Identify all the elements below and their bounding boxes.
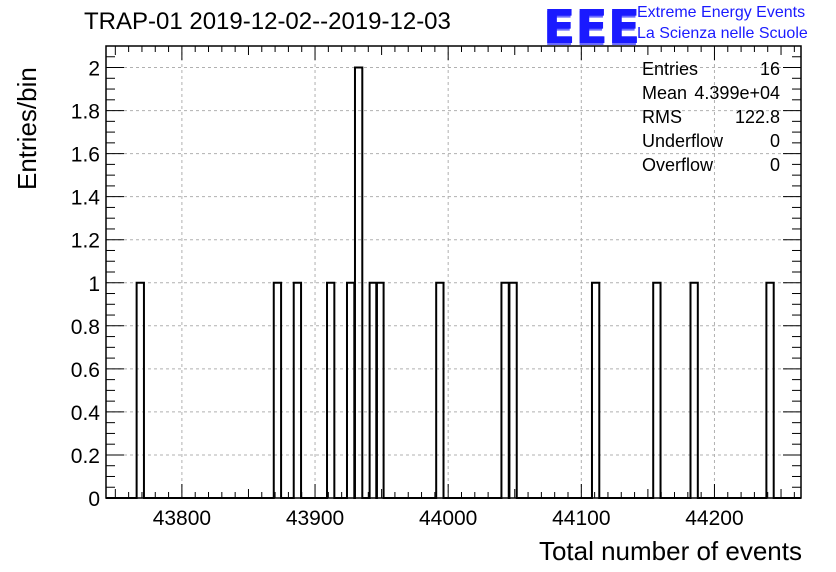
histogram-bin — [327, 283, 334, 498]
x-axis-label: Total number of events — [538, 536, 802, 566]
histogram-bin — [376, 283, 383, 498]
y-tick-label: 1.8 — [71, 101, 100, 124]
x-tick-label: 44200 — [685, 507, 743, 530]
y-tick-label: 0 — [88, 488, 100, 511]
y-axis-label: Entries/bin — [12, 67, 42, 190]
x-tick-label: 43900 — [286, 507, 344, 530]
histogram-bin — [690, 283, 697, 498]
histogram-bin — [501, 283, 508, 498]
stats-label: Underflow — [642, 131, 724, 151]
stats-row-underflow: Underflow 0 — [642, 131, 780, 155]
stats-value: 0 — [769, 155, 780, 175]
stats-label: Overflow — [642, 155, 714, 175]
stats-value: 0 — [769, 131, 780, 151]
logo-line-1: Extreme Energy Events — [637, 4, 806, 21]
stats-label: Entries — [642, 59, 699, 79]
histogram-bin — [137, 283, 144, 498]
y-tick-label: 1.4 — [71, 187, 101, 210]
stats-value: 16 — [759, 59, 780, 79]
y-tick-label: 1.6 — [71, 144, 100, 167]
stats-row-entries: Entries 16 — [642, 59, 780, 83]
y-tick-label: 0.6 — [71, 359, 100, 382]
histogram-bin — [509, 283, 516, 498]
stats-row-mean: Mean 4.399e+04 — [642, 83, 780, 107]
x-tick-label: 44000 — [419, 507, 477, 530]
histogram-bin — [347, 283, 354, 498]
y-tick-label: 1 — [88, 273, 100, 296]
histogram-bin — [766, 283, 773, 498]
stats-value: 4.399e+04 — [694, 83, 780, 103]
x-tick-label: 44100 — [552, 507, 610, 530]
x-tick-label: 43800 — [153, 507, 211, 530]
grid-lines — [106, 46, 801, 498]
stats-value: 122.8 — [734, 107, 780, 127]
histogram-bin — [274, 283, 281, 498]
y-tick-label: 0.2 — [71, 445, 100, 468]
chart-title: TRAP-01 2019-12-02--2019-12-03 — [84, 8, 451, 35]
stats-box: Entries 16 Mean 4.399e+04 RMS 122.8 Unde… — [642, 59, 780, 179]
stats-row-rms: RMS 122.8 — [642, 107, 780, 131]
y-tick-label: 0.8 — [71, 316, 100, 339]
y-tick-label: 1.2 — [71, 230, 100, 253]
stats-label: Mean — [642, 83, 688, 103]
histogram-bin — [370, 283, 377, 498]
stats-label: RMS — [642, 107, 682, 127]
axis-ticks: 43800 43900 44000 44100 44200 0 0.2 0.4 0.6 0.8 1 1… — [71, 45, 801, 530]
histogram-outline — [106, 66, 801, 499]
histogram-bin — [294, 283, 301, 498]
histogram-bin — [592, 283, 599, 498]
eee-logo-mark: EEE — [543, 0, 641, 54]
stats-row-overflow: Overflow 0 — [642, 155, 780, 179]
histogram-bin — [653, 283, 660, 498]
y-tick-label: 2 — [88, 58, 100, 81]
y-tick-label: 0.4 — [71, 402, 101, 425]
histogram-bars — [106, 66, 801, 499]
logo-line-2: La Scienza nelle Scuole — [637, 25, 808, 42]
histogram-bin — [436, 283, 443, 498]
histogram-bin — [355, 68, 362, 498]
